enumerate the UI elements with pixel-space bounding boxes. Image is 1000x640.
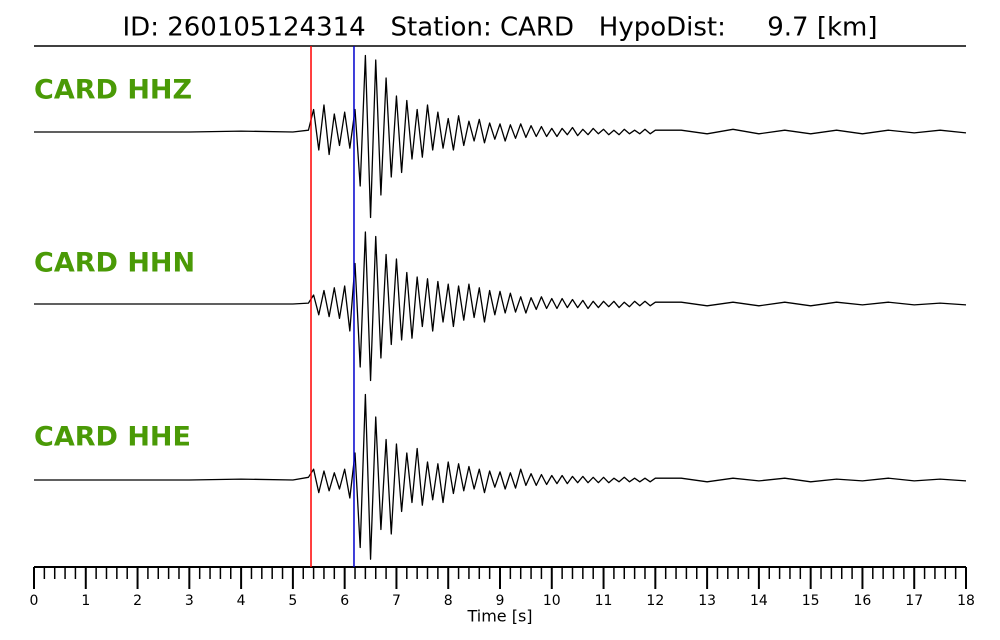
x-tick-label: 12 xyxy=(646,593,664,609)
x-tick-label: 3 xyxy=(185,593,194,609)
x-tick-label: 4 xyxy=(237,593,246,609)
x-tick-label: 5 xyxy=(288,593,297,609)
trace xyxy=(34,231,967,382)
x-tick-label: 11 xyxy=(595,593,613,609)
x-tick-label: 1 xyxy=(81,593,90,609)
x-tick-label: 15 xyxy=(802,593,820,609)
x-tick-label: 7 xyxy=(392,593,401,609)
trace xyxy=(34,393,967,560)
x-tick-label: 2 xyxy=(133,593,142,609)
trace xyxy=(34,54,967,219)
x-tick-label: 0 xyxy=(30,593,39,609)
trace-label: CARD HHZ xyxy=(34,75,192,106)
x-axis-label: Time [s] xyxy=(466,607,532,626)
x-tick-label: 14 xyxy=(750,593,768,609)
x-tick-label: 6 xyxy=(340,593,349,609)
x-tick-label: 17 xyxy=(905,593,923,609)
trace-label: CARD HHN xyxy=(34,248,195,279)
x-tick-label: 10 xyxy=(543,593,561,609)
chart-title: ID: 260105124314 Station: CARD HypoDist:… xyxy=(123,13,878,43)
x-tick-label: 18 xyxy=(957,593,975,609)
x-tick-label: 13 xyxy=(698,593,716,609)
trace-label: CARD HHE xyxy=(34,422,191,453)
x-tick-label: 8 xyxy=(444,593,453,609)
x-tick-label: 9 xyxy=(496,593,505,609)
x-tick-label: 16 xyxy=(854,593,872,609)
